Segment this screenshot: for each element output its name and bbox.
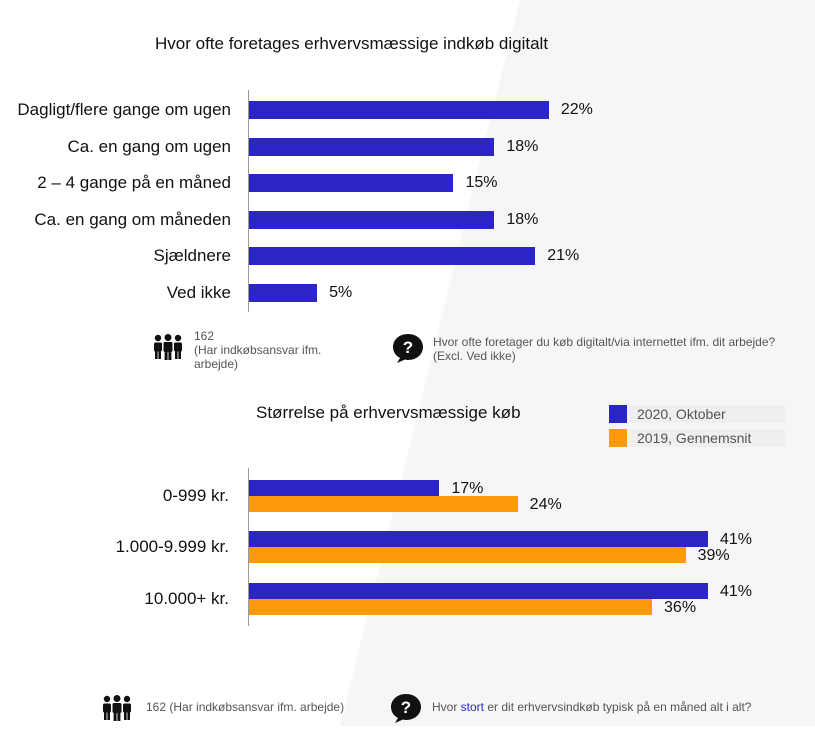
chart2-title: Størrelse på erhvervsmæssige køb [256,403,521,422]
chart2-bar [249,480,440,496]
question-bubble-icon: ? [389,692,423,729]
chart2-bar [249,547,686,563]
svg-text:?: ? [401,698,411,717]
chart2-value-label: 24% [529,496,562,513]
chart1-value-label: 21% [547,247,580,264]
chart1-category-label: Sjældnere [153,246,232,265]
chart1-value-label: 5% [329,283,353,301]
chart2-count: 162 (Har indkøbsansvar ifm. arbejde) [146,700,345,714]
chart1-axis [248,90,249,312]
chart1-bar [249,101,549,119]
chart1-bar [249,174,454,192]
chart1-value-label: 15% [465,174,498,191]
chart2-category-label: 10.000+ kr. [144,589,229,608]
chart1-category-label: Ved ikke [166,282,231,302]
chart2-question-pre: Hvor [432,700,461,714]
chart2-category-label: 0-999 kr. [162,486,229,505]
chart1-question: Hvor ofte foretager du køb digitalt/via … [433,335,776,363]
chart1-category-label: 2 – 4 gange på en måned [37,173,231,192]
chart2-bar [249,531,708,547]
chart1-bar [249,283,318,302]
chart1-value-label: 18% [506,137,539,155]
chart2-question: Hvor stort er dit erhvervsindkøb typisk … [432,700,751,714]
chart2-bar [249,583,708,599]
chart2-question-post: er dit erhvervsindkøb typisk på en måned… [484,700,752,714]
chart1-category-label: Ca. en gang om måneden [34,209,231,229]
chart1-count: 162 [194,329,215,343]
legend-swatch-2020 [609,405,627,423]
people-icon [152,334,184,365]
chart1-bar [249,210,495,229]
legend-label-2020: 2020, Oktober [637,406,726,422]
chart1-count-desc: (Har indkøbsansvar ifm. arbejde) [194,343,322,371]
legend-item-2019: 2019, Gennemsnit [609,429,785,447]
chart1-value-label: 18% [506,210,539,228]
chart1-bar [249,247,536,265]
chart2-axis [248,468,249,626]
chart2-value-label: 41% [720,531,753,548]
chart2-value-label: 36% [664,599,697,616]
legend-item-2020: 2020, Oktober [609,405,785,423]
question-bubble-icon: ? [391,332,425,369]
people-icon [101,695,133,726]
chart2-value-label: 17% [451,480,484,497]
chart2-bar [249,496,518,512]
chart2-value-label: 41% [720,583,753,600]
chart2-value-label: 39% [697,547,730,564]
chart1-category-label: Dagligt/flere gange om ugen [17,100,231,119]
chart2-bar [249,599,653,615]
legend-label-2019: 2019, Gennemsnit [637,430,752,446]
chart2-question-emphasis: stort [460,700,485,714]
chart1-category-label: Ca. en gang om ugen [67,136,231,156]
chart1-title: Hvor ofte foretages erhvervsmæssige indk… [155,34,549,53]
chart1-bar [249,137,495,156]
svg-text:?: ? [403,338,413,357]
chart2-category-label: 1.000-9.999 kr. [115,537,229,556]
legend-swatch-2019 [609,429,627,447]
chart1-value-label: 22% [560,101,593,118]
